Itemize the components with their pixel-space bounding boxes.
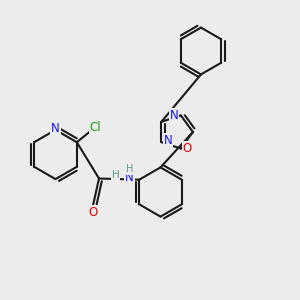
Text: N: N <box>51 122 60 135</box>
Text: H: H <box>126 164 133 174</box>
Text: Cl: Cl <box>90 121 101 134</box>
Text: N: N <box>170 109 179 122</box>
Text: N: N <box>125 171 134 184</box>
Text: H: H <box>112 170 119 181</box>
Text: O: O <box>183 142 192 155</box>
Text: N: N <box>164 134 172 147</box>
Text: O: O <box>88 206 98 219</box>
